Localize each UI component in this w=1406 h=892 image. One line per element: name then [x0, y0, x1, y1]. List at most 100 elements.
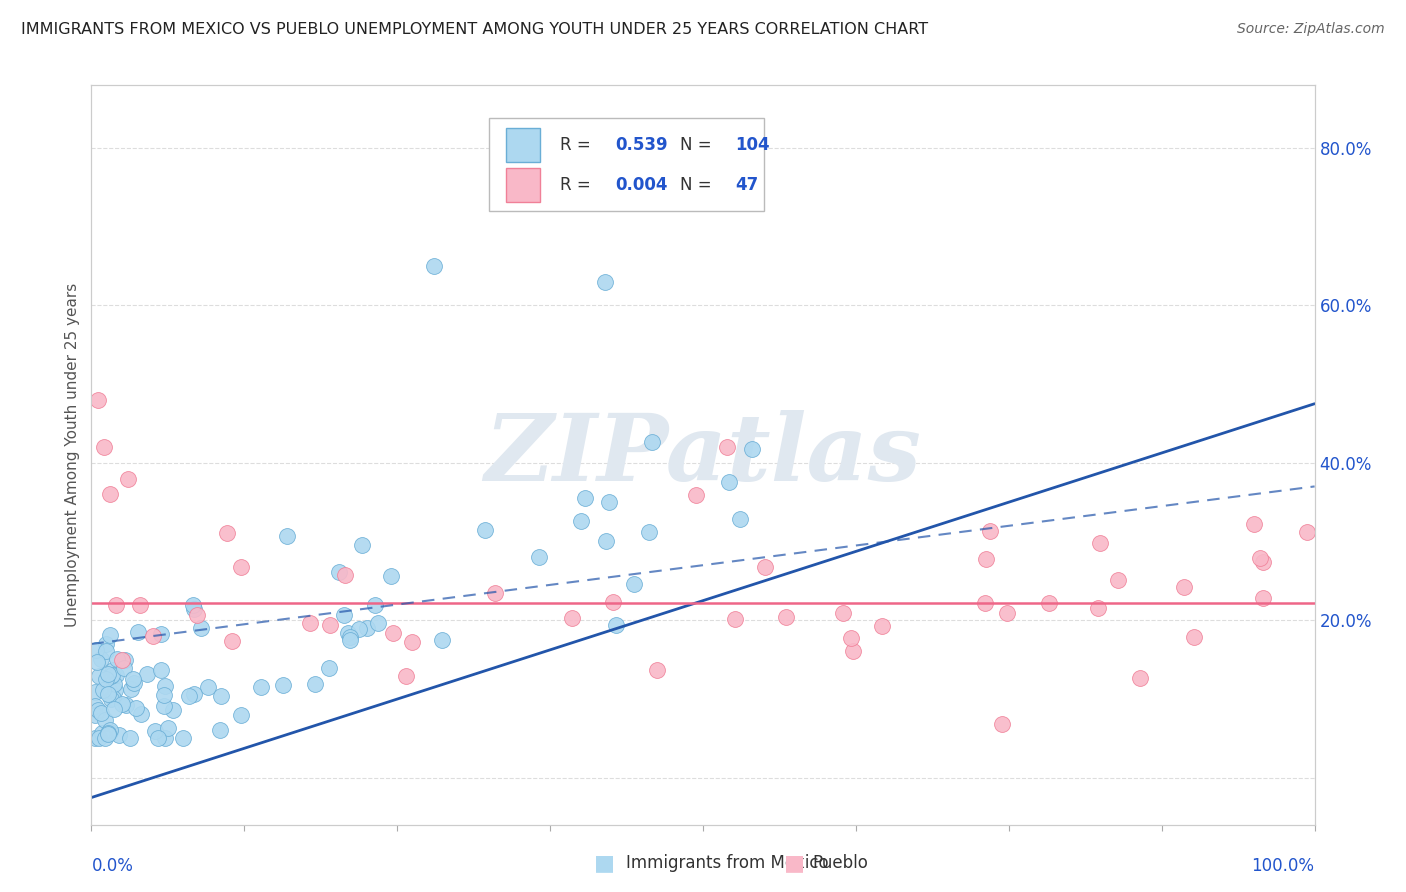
Point: [574, 491, 596, 506]
Point: [157, 721, 180, 735]
Point: [595, 533, 617, 548]
Point: [111, 653, 134, 667]
Point: [221, 633, 243, 648]
Point: [172, 731, 194, 746]
Point: [117, 471, 139, 485]
Point: [1129, 672, 1152, 686]
Text: Source: ZipAtlas.com: Source: ZipAtlas.com: [1237, 22, 1385, 37]
Bar: [489, 118, 765, 211]
Point: [97, 687, 120, 701]
Point: [136, 667, 159, 681]
Bar: [506, 168, 540, 202]
Point: [101, 668, 124, 682]
Point: [356, 621, 378, 635]
Y-axis label: Unemployment Among Youth under 25 years: Unemployment Among Youth under 25 years: [65, 283, 80, 627]
Point: [1173, 580, 1195, 594]
Point: [561, 611, 583, 625]
Text: N =: N =: [679, 176, 717, 194]
Point: [647, 663, 669, 677]
Point: [318, 661, 340, 675]
Point: [623, 577, 645, 591]
Point: [995, 606, 1018, 620]
Point: [114, 653, 136, 667]
Point: [364, 598, 387, 612]
Point: [754, 560, 776, 574]
Point: [115, 698, 138, 712]
Point: [430, 632, 453, 647]
Point: [339, 630, 361, 644]
Point: [197, 681, 219, 695]
Point: [979, 524, 1001, 538]
Point: [143, 723, 166, 738]
Text: 104: 104: [735, 136, 769, 154]
Point: [641, 434, 664, 449]
Text: ZIPatlas: ZIPatlas: [485, 410, 921, 500]
Point: [423, 259, 446, 273]
Point: [333, 567, 356, 582]
Point: [276, 528, 298, 542]
Point: [125, 700, 148, 714]
Bar: [506, 128, 540, 162]
Point: [208, 723, 231, 737]
Text: 100.0%: 100.0%: [1251, 856, 1315, 874]
Point: [271, 678, 294, 692]
Point: [716, 440, 738, 454]
Point: [1182, 630, 1205, 644]
Point: [100, 692, 122, 706]
Point: [685, 488, 707, 502]
Point: [93, 440, 115, 454]
Text: 0.539: 0.539: [614, 136, 668, 154]
Point: [569, 514, 592, 528]
Point: [103, 702, 125, 716]
Point: [94, 637, 117, 651]
Point: [209, 689, 232, 703]
Point: [84, 643, 107, 657]
Point: [89, 669, 111, 683]
Point: [84, 684, 107, 698]
Text: R =: R =: [560, 176, 596, 194]
Point: [105, 652, 128, 666]
Point: [148, 731, 170, 746]
Point: [1088, 536, 1111, 550]
Point: [122, 676, 145, 690]
Point: [93, 731, 115, 746]
Point: [84, 731, 107, 746]
Point: [127, 624, 149, 639]
Text: Immigrants from Mexico: Immigrants from Mexico: [626, 855, 828, 872]
Point: [1253, 555, 1275, 569]
Point: [98, 683, 121, 698]
Point: [484, 586, 506, 600]
Point: [129, 598, 152, 612]
Point: [129, 706, 152, 721]
Text: ■: ■: [595, 854, 614, 873]
Point: [100, 669, 122, 683]
Point: [870, 619, 893, 633]
Point: [304, 676, 326, 690]
Point: [183, 687, 205, 701]
Text: 0.004: 0.004: [614, 176, 668, 194]
Point: [98, 487, 121, 501]
Point: [718, 475, 741, 490]
Point: [229, 708, 252, 723]
Point: [249, 680, 271, 694]
Point: [215, 525, 238, 540]
Point: [605, 618, 627, 632]
Point: [179, 689, 201, 703]
Text: ■: ■: [785, 854, 804, 873]
Point: [94, 644, 117, 658]
Point: [183, 602, 205, 616]
Point: [333, 608, 356, 623]
Point: [111, 697, 134, 711]
Point: [87, 702, 110, 716]
Point: [153, 699, 176, 714]
Point: [724, 612, 747, 626]
Point: [637, 524, 659, 539]
Point: [94, 672, 117, 686]
Point: [101, 663, 124, 677]
Point: [1249, 551, 1271, 566]
Point: [141, 629, 163, 643]
Point: [229, 560, 252, 574]
Point: [1243, 517, 1265, 532]
Point: [104, 598, 127, 612]
Point: [339, 632, 361, 647]
